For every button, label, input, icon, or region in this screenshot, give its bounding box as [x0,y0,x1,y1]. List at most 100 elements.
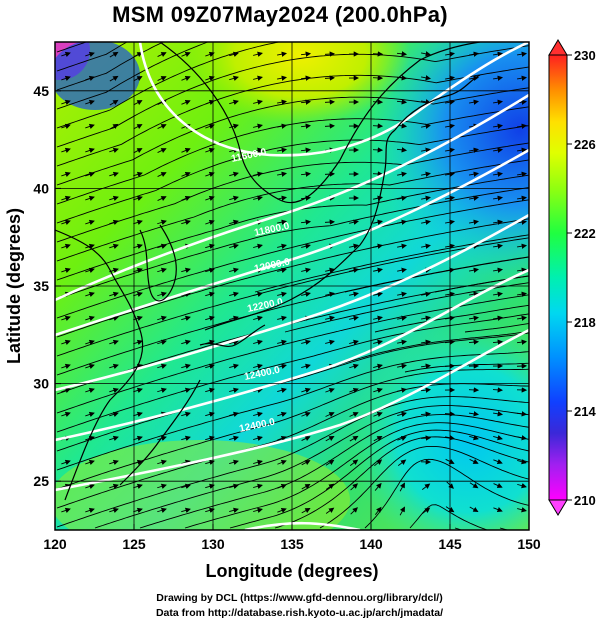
wind-arrow [444,339,456,345]
wind-arrow [325,483,335,490]
wind-arrow [277,123,288,129]
wind-arrow [157,243,167,249]
wind-arrow [277,243,287,249]
wind-arrow [301,363,311,369]
wind-arrow [229,99,239,105]
wind-arrow [372,171,384,177]
wind-arrow [253,483,263,489]
wind-arrow [493,482,503,488]
wind-arrow [397,195,407,201]
wind-arrow [229,387,239,393]
wind-arrow [399,506,405,516]
colorbar: 210 214 218 222 226 230 [548,39,596,516]
lat-lon-grid [55,42,529,530]
wind-arrow [85,411,95,417]
wind-arrow [421,507,431,514]
y-axis-label: Latitude (degrees) [4,208,24,364]
wind-arrow [493,195,504,201]
wind-arrow [349,412,359,418]
wind-arrow [133,411,143,417]
wind-arrow [109,315,119,321]
wind-arrow [516,411,528,417]
wind-arrow [445,51,456,57]
wind-arrow [397,459,407,467]
wind-arrow [420,339,432,345]
wind-arrow [205,51,215,57]
wind-arrow [469,267,480,273]
wind-arrow [181,291,191,297]
wind-arrow [253,411,263,417]
wind-arrow [253,315,263,321]
wind-arrow [349,459,359,466]
x-tick-label: 150 [517,536,541,552]
wind-arrow [157,124,167,130]
wind-arrow [469,195,480,201]
wind-arrow [517,483,527,489]
wind-arrow [229,411,239,417]
wind-arrow [301,484,311,490]
wind-arrow [300,75,312,81]
wind-arrow [61,411,71,417]
streamline [274,436,529,529]
wind-arrow [229,507,239,513]
wind-arrow [349,435,359,442]
wind-arrow [109,219,119,225]
wind-arrow [421,219,432,225]
wind-arrow [445,219,456,225]
wind-arrow [133,124,143,130]
wind-arrow [397,363,407,369]
y-axis-ticks: 25 30 35 40 45 [33,83,61,489]
wind-arrow [324,219,336,225]
wind-arrow [301,291,311,297]
wind-arrow [109,363,119,369]
wind-arrow [109,459,119,465]
wind-arrow [469,51,480,57]
wind-arrow [373,195,383,201]
wind-arrow [157,507,167,513]
y-tick-label: 30 [33,376,49,392]
wind-arrow [205,219,215,225]
wind-arrow [181,363,191,369]
wind-arrow [397,387,407,393]
wind-arrow [205,291,215,297]
wind-arrow [277,51,288,57]
wind-arrow [157,339,167,345]
wind-arrow [324,75,336,81]
coastline [199,324,266,348]
streamline [56,42,128,72]
wind-arrow [374,506,382,516]
wind-arrow [85,339,95,345]
wind-arrow [109,147,119,153]
streamline [56,42,210,110]
wind-arrow [277,75,288,81]
wind-arrow [493,435,503,441]
wind-arrow [85,363,95,369]
wind-arrow [253,339,263,345]
wind-arrow [253,387,263,393]
wind-arrow [421,315,432,321]
wind-arrow [492,339,504,345]
height-contour [55,328,529,492]
wind-arrow [253,75,263,81]
credit-drawing: Drawing by DCL (https://www.gfd-dennou.o… [156,592,443,604]
wind-arrow [109,195,119,201]
wind-arrow [229,435,239,441]
wind-arrow [133,76,143,82]
wind-arrow [157,315,167,321]
wind-arrow [325,387,335,393]
height-contour [55,213,529,392]
wind-arrow [85,483,95,489]
wind-arrow [133,243,143,249]
y-tick-label: 45 [33,83,49,99]
x-tick-label: 145 [438,536,462,552]
wind-arrow [277,411,287,417]
wind-arrow [300,123,312,129]
wind-arrow [205,363,215,369]
wind-arrow [349,243,359,249]
wind-arrow [181,387,191,393]
colorbar-max-arrow [548,39,568,56]
wind-arrow [205,507,215,513]
streamline [184,422,529,529]
wind-arrow [229,363,239,369]
wind-arrow [277,147,288,153]
